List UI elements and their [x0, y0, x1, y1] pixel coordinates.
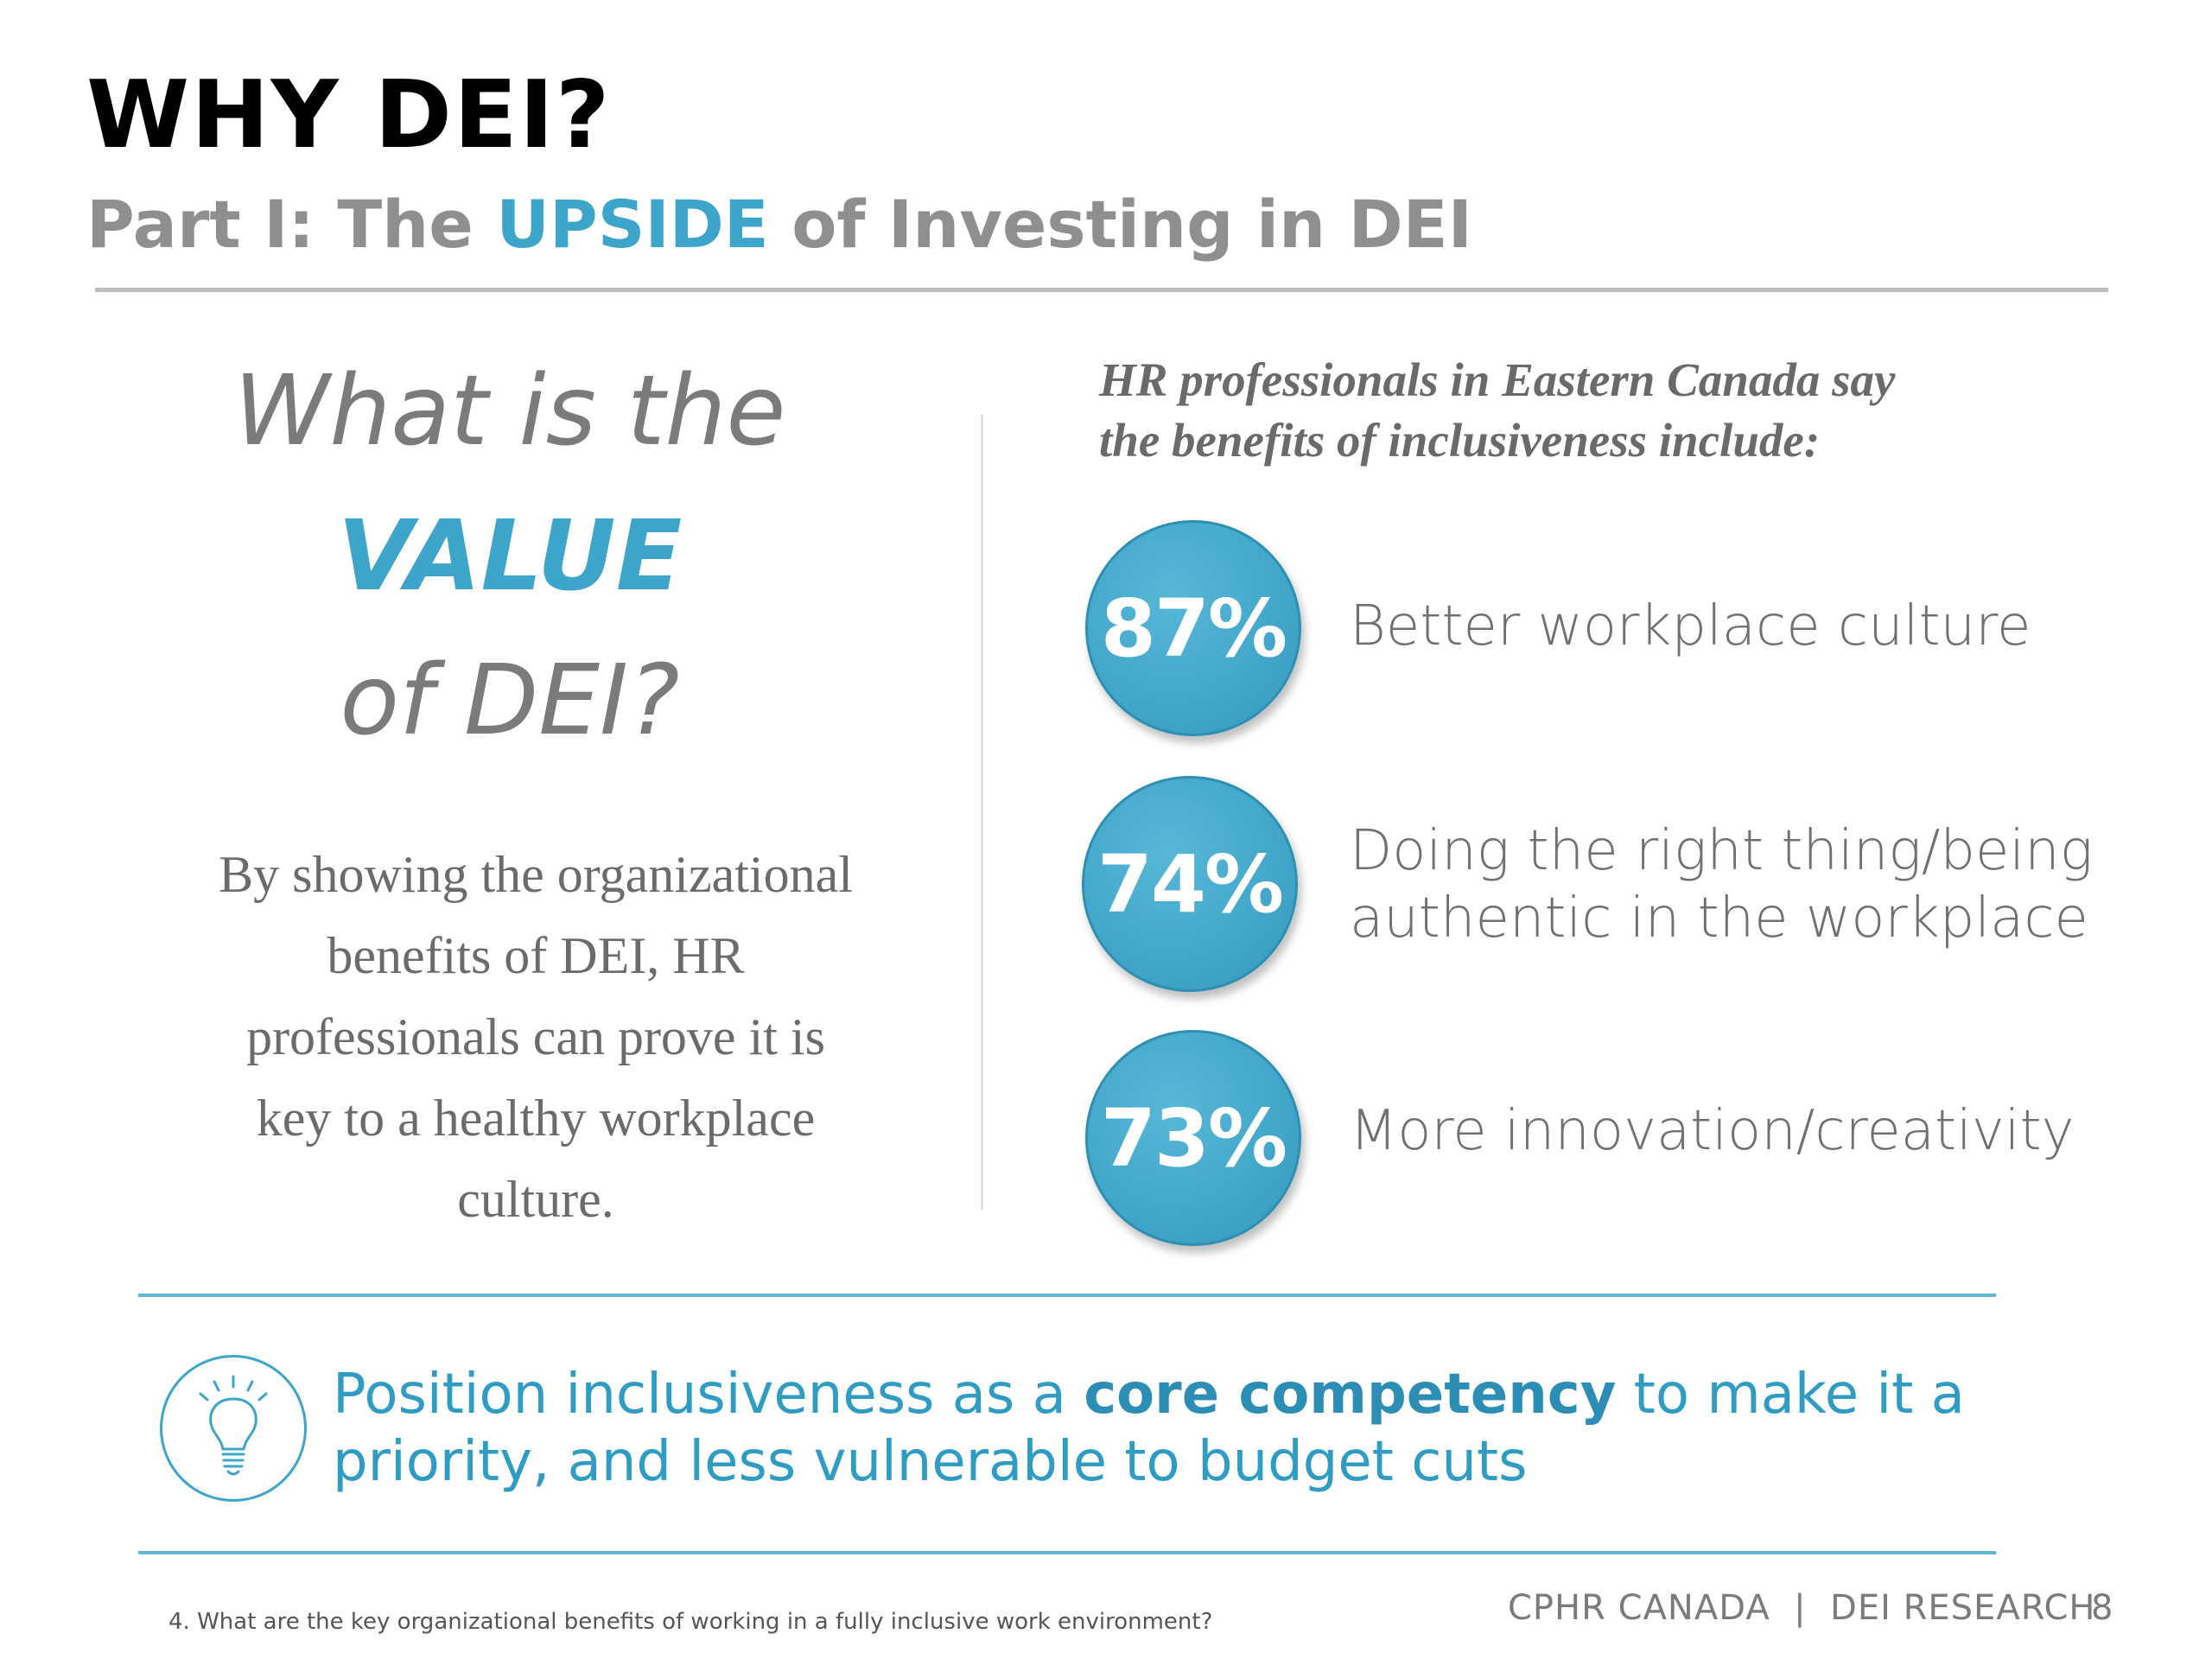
header-divider	[95, 288, 2108, 292]
stat-label-3: More innovation/creativity	[1350, 1097, 2127, 1165]
page-number: 8	[2091, 1588, 2113, 1628]
callout-prefix: Position inclusiveness as a	[333, 1363, 1084, 1427]
subtitle-highlight: UPSIDE	[496, 186, 769, 263]
footer-brand: CPHR CANADA | DEI RESEARCH	[1508, 1588, 2096, 1628]
stat-circle-1: 87%	[1085, 520, 1301, 736]
stat-label-3-line-1: More innovation/creativity	[1350, 1099, 2075, 1163]
callout-top-rule	[138, 1294, 1996, 1297]
stat-value-3: 73%	[1100, 1091, 1287, 1185]
lightbulb-icon	[160, 1355, 307, 1502]
lightbulb-graphic	[199, 1375, 268, 1476]
stats-heading-line-1: HR professionals in Eastern Canada say	[1099, 353, 1896, 406]
column-divider	[981, 415, 983, 1210]
callout-emphasis: core competency	[1084, 1363, 1617, 1427]
stat-label-1: Better workplace culture	[1350, 593, 2127, 660]
stat-label-1-line-1: Better workplace culture	[1350, 594, 2031, 658]
stat-label-2-line-1: Doing the right thing/being	[1350, 819, 2094, 883]
subtitle-prefix: Part I: The	[86, 186, 497, 263]
callout-bottom-rule	[138, 1551, 1996, 1554]
slide-subtitle: Part I: The UPSIDE of Investing in DEI	[86, 192, 1472, 257]
slide-title: WHY DEI?	[86, 61, 612, 169]
stat-label-2: Doing the right thing/being authentic in …	[1350, 817, 2127, 952]
stat-value-1: 87%	[1100, 582, 1287, 675]
callout-suffix: to make it a priority, and less vulnerab…	[333, 1363, 1965, 1494]
question-line-2: VALUE	[337, 500, 683, 613]
survey-footnote: 4. What are the key organizational benef…	[168, 1609, 1213, 1635]
stats-heading: HR professionals in Eastern Canada say th…	[1099, 350, 2136, 471]
stat-value-2: 74%	[1096, 837, 1284, 931]
stat-circle-3: 73%	[1085, 1030, 1301, 1246]
stat-circle-2: 74%	[1082, 776, 1298, 992]
stats-heading-line-2: the benefits of inclusiveness include:	[1099, 414, 1821, 467]
question-line-1: What is the	[233, 355, 786, 467]
callout-text: Position inclusiveness as a core compete…	[333, 1361, 1974, 1496]
question-line-3: of DEI?	[340, 645, 680, 757]
intro-paragraph: By showing the organizational benefits o…	[219, 846, 853, 1228]
stat-label-2-line-2: authentic in the workplace	[1350, 887, 2088, 950]
subtitle-suffix: of Investing in DEI	[768, 186, 1472, 263]
